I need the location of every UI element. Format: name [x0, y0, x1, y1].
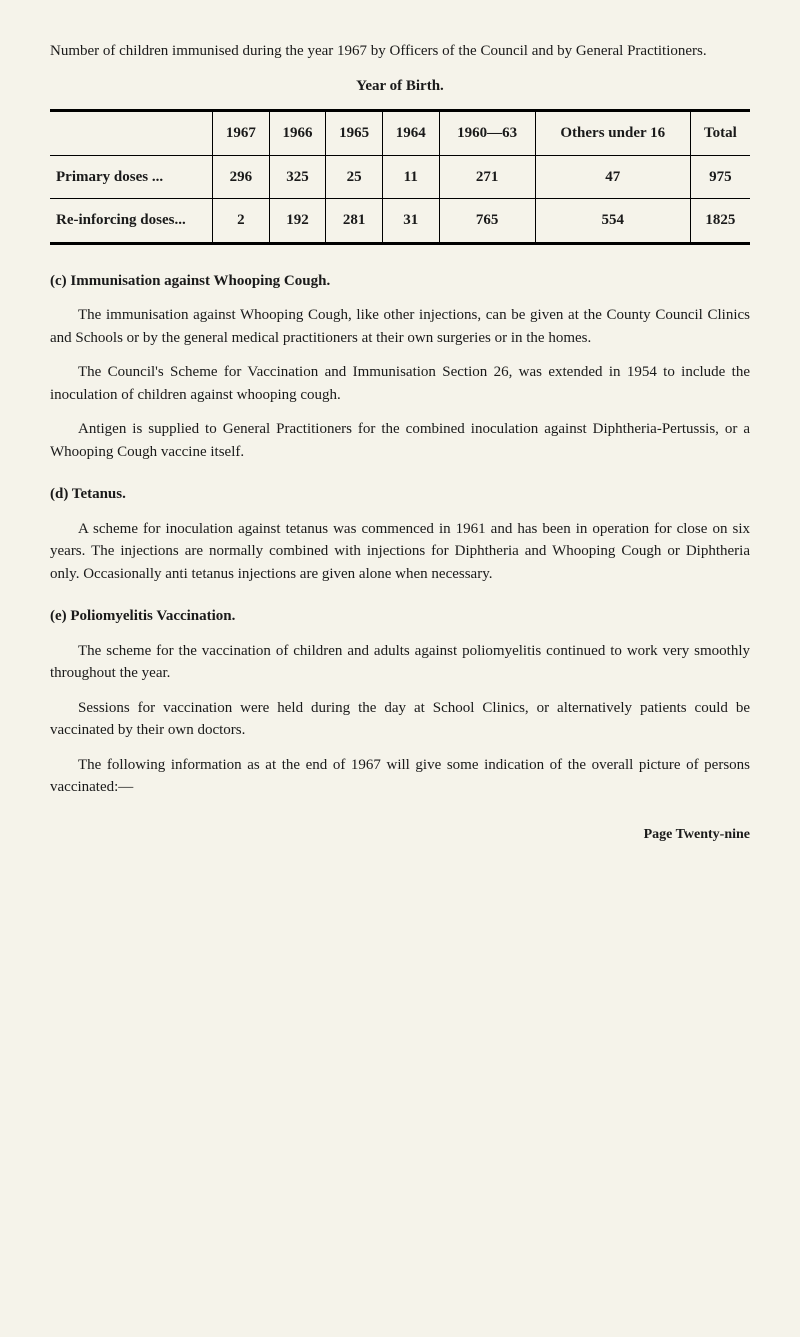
header-others: Others under 16 [535, 111, 690, 156]
header-total: Total [690, 111, 750, 156]
table-row: Re-inforcing doses... 2 192 281 31 765 5… [50, 199, 750, 244]
cell-value: 1825 [690, 199, 750, 244]
cell-value: 2 [213, 199, 270, 244]
cell-value: 765 [439, 199, 535, 244]
section-e-para: Sessions for vaccination were held durin… [50, 697, 750, 742]
table-title: Year of Birth. [50, 75, 750, 98]
cell-value: 975 [690, 155, 750, 199]
section-c-para: The immunisation against Whooping Cough,… [50, 304, 750, 349]
cell-value: 325 [269, 155, 326, 199]
header-blank [50, 111, 213, 156]
cell-label: Re-inforcing doses... [50, 199, 213, 244]
section-e-para: The following information as at the end … [50, 754, 750, 799]
section-e-para: The scheme for the vaccination of childr… [50, 640, 750, 685]
header-1967: 1967 [213, 111, 270, 156]
cell-value: 296 [213, 155, 270, 199]
section-c-para: The Council's Scheme for Vaccination and… [50, 361, 750, 406]
section-d-para: A scheme for inoculation against tetanus… [50, 518, 750, 586]
intro-text: Number of children immunised during the … [50, 40, 750, 63]
birth-year-table: 1967 1966 1965 1964 1960—63 Others under… [50, 109, 750, 245]
table-header-row: 1967 1966 1965 1964 1960—63 Others under… [50, 111, 750, 156]
cell-value: 271 [439, 155, 535, 199]
cell-value: 11 [382, 155, 439, 199]
cell-value: 31 [382, 199, 439, 244]
cell-value: 281 [326, 199, 383, 244]
section-e-heading: (e) Poliomyelitis Vaccination. [50, 605, 750, 628]
cell-value: 47 [535, 155, 690, 199]
header-1966: 1966 [269, 111, 326, 156]
header-1965: 1965 [326, 111, 383, 156]
section-c-heading: (c) Immunisation against Whooping Cough. [50, 270, 750, 293]
cell-value: 554 [535, 199, 690, 244]
cell-value: 25 [326, 155, 383, 199]
cell-label: Primary doses ... [50, 155, 213, 199]
cell-value: 192 [269, 199, 326, 244]
header-1960-63: 1960—63 [439, 111, 535, 156]
table-row: Primary doses ... 296 325 25 11 271 47 9… [50, 155, 750, 199]
page-number: Page Twenty-nine [50, 824, 750, 845]
header-1964: 1964 [382, 111, 439, 156]
section-c-para: Antigen is supplied to General Practitio… [50, 418, 750, 463]
section-d-heading: (d) Tetanus. [50, 483, 750, 506]
